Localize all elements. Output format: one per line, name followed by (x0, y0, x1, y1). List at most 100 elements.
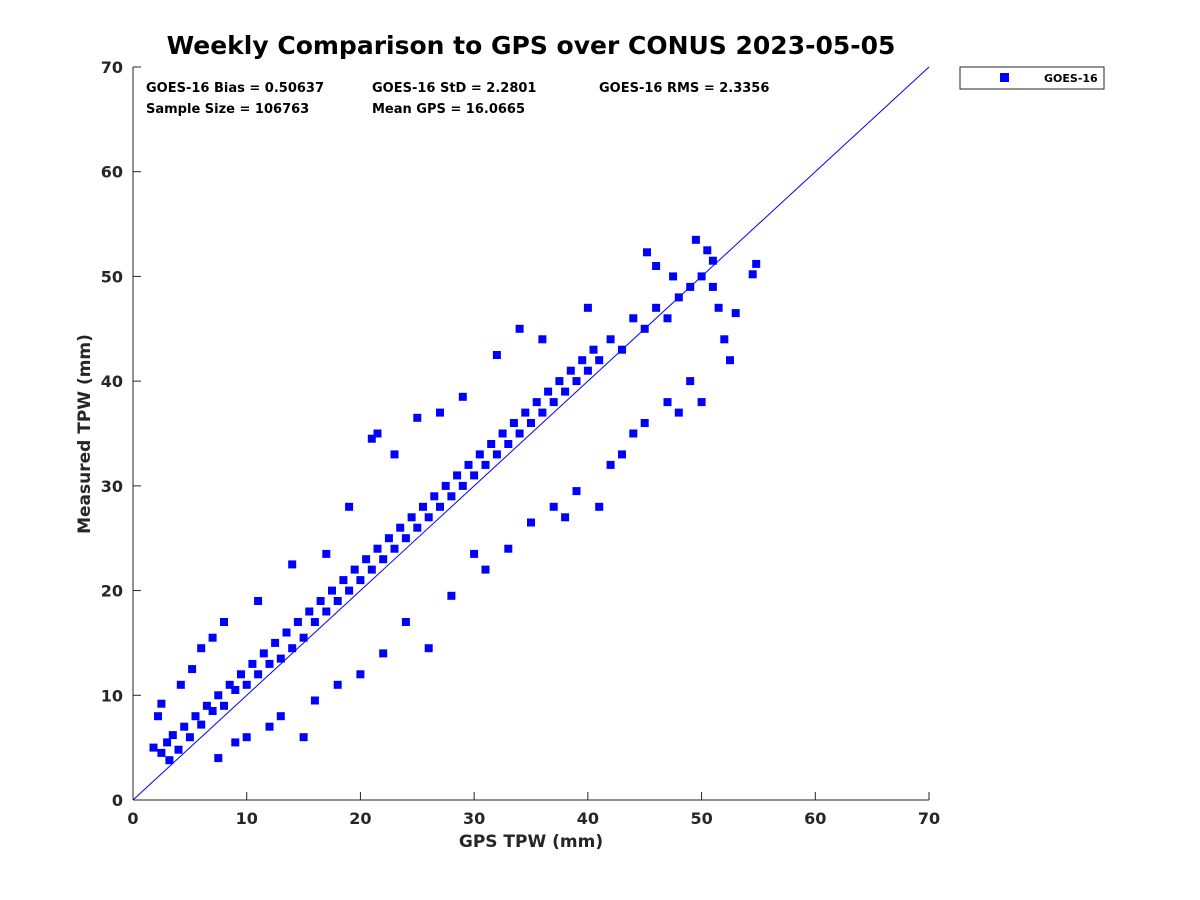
scatter-point (310, 618, 319, 626)
scatter-point (401, 534, 410, 543)
scatter-point (748, 270, 757, 279)
scatter-point (367, 434, 376, 443)
scatter-point (652, 303, 661, 312)
scatter-point (470, 549, 479, 558)
scatter-point (157, 748, 166, 757)
scatter-point (188, 665, 197, 674)
scatter-point (708, 282, 717, 291)
scatter-point (265, 722, 274, 731)
scatter-point (149, 743, 158, 752)
scatter-point (561, 513, 570, 522)
scatter-point (521, 408, 530, 417)
scatter-point (310, 696, 319, 705)
chart-title: Weekly Comparison to GPS over CONUS 2023… (167, 31, 896, 60)
scatter-point (401, 618, 410, 626)
x-tick-label: 30 (463, 809, 485, 828)
scatter-point (339, 576, 348, 585)
scatter-point (322, 549, 331, 558)
legend-entry-goes16: GOES-16 (1044, 72, 1098, 85)
scatter-point (271, 638, 280, 647)
scatter-point (248, 659, 257, 668)
scatter-point (333, 680, 342, 689)
scatter-point (208, 707, 217, 715)
scatter-point (572, 377, 581, 386)
scatter-point (379, 649, 388, 658)
legend: GOES-16 (959, 66, 1105, 90)
y-tick-label: 10 (101, 686, 123, 705)
scatter-point (527, 518, 535, 527)
scatter-point (492, 351, 501, 359)
scatter-point (752, 259, 761, 268)
scatter-point (453, 471, 462, 480)
x-tick-label: 0 (127, 809, 138, 828)
scatter-point (242, 733, 251, 742)
scatter-point (419, 502, 427, 511)
scatter-point (254, 597, 263, 605)
scatter-point (220, 701, 228, 710)
scatter-point (578, 356, 587, 365)
scatter-point (176, 680, 185, 689)
scatter-point (720, 335, 729, 344)
scatter-point (265, 659, 274, 668)
scatter-point (390, 450, 399, 459)
scatter-point (595, 356, 604, 365)
scatter-point (299, 733, 308, 742)
scatter-point (475, 450, 484, 459)
scatter-point (356, 576, 365, 585)
scatter-point (379, 555, 388, 564)
scatter-point (447, 492, 456, 501)
stat-rms: GOES-16 RMS = 2.3356 (599, 81, 769, 96)
scatter-point (703, 246, 712, 255)
x-tick-label: 40 (577, 809, 599, 828)
scatter-point (731, 309, 740, 318)
scatter-point (373, 544, 382, 553)
stat-bias: GOES-16 Bias = 0.50637 (146, 81, 324, 96)
scatter-point (165, 756, 174, 765)
scatter-point (231, 738, 240, 747)
scatter-point (583, 366, 592, 375)
scatter-point (174, 745, 183, 754)
scatter-point (643, 248, 651, 257)
scatter-point (566, 366, 575, 375)
scatter-point (197, 644, 206, 653)
y-axis-label: Measured TPW (mm) (75, 334, 95, 534)
y-tick-label: 50 (101, 267, 123, 286)
scatter-point (259, 649, 268, 658)
legend-box (959, 66, 1105, 90)
x-tick-label: 20 (349, 809, 371, 828)
scatter-point (396, 523, 405, 532)
scatter-point (464, 460, 473, 469)
scatter-point (515, 429, 524, 438)
scatter-point (669, 272, 678, 281)
scatter-point (208, 633, 217, 642)
scatter-point (640, 419, 649, 427)
scatter-point (333, 597, 342, 605)
y-tick-label: 60 (101, 163, 123, 182)
scatter-point (572, 487, 581, 496)
scatter-point (373, 429, 382, 438)
x-tick-label: 70 (918, 809, 940, 828)
scatter-point (276, 654, 285, 663)
scatter-point (362, 555, 371, 564)
scatter-point (549, 502, 558, 511)
scatter-point (708, 256, 717, 265)
scatter-points (149, 235, 761, 765)
identity-reference-line (132, 66, 930, 801)
scatter-point (276, 712, 285, 721)
scatter-point (185, 733, 194, 742)
scatter-point (242, 680, 251, 689)
y-tick-label: 20 (101, 582, 123, 601)
scatter-point (345, 502, 354, 511)
scatter-point (237, 670, 245, 679)
x-axis-ticks: 0 10 20 30 40 50 60 70 (127, 792, 940, 828)
scatter-point (606, 460, 615, 469)
scatter-point (288, 644, 297, 653)
scatter-point (384, 534, 393, 543)
scatter-point (697, 398, 706, 407)
scatter-point (504, 440, 513, 448)
scatter-point (367, 565, 376, 574)
scatter-point (629, 314, 638, 323)
scatter-point (538, 408, 547, 417)
scatter-point (168, 731, 177, 740)
